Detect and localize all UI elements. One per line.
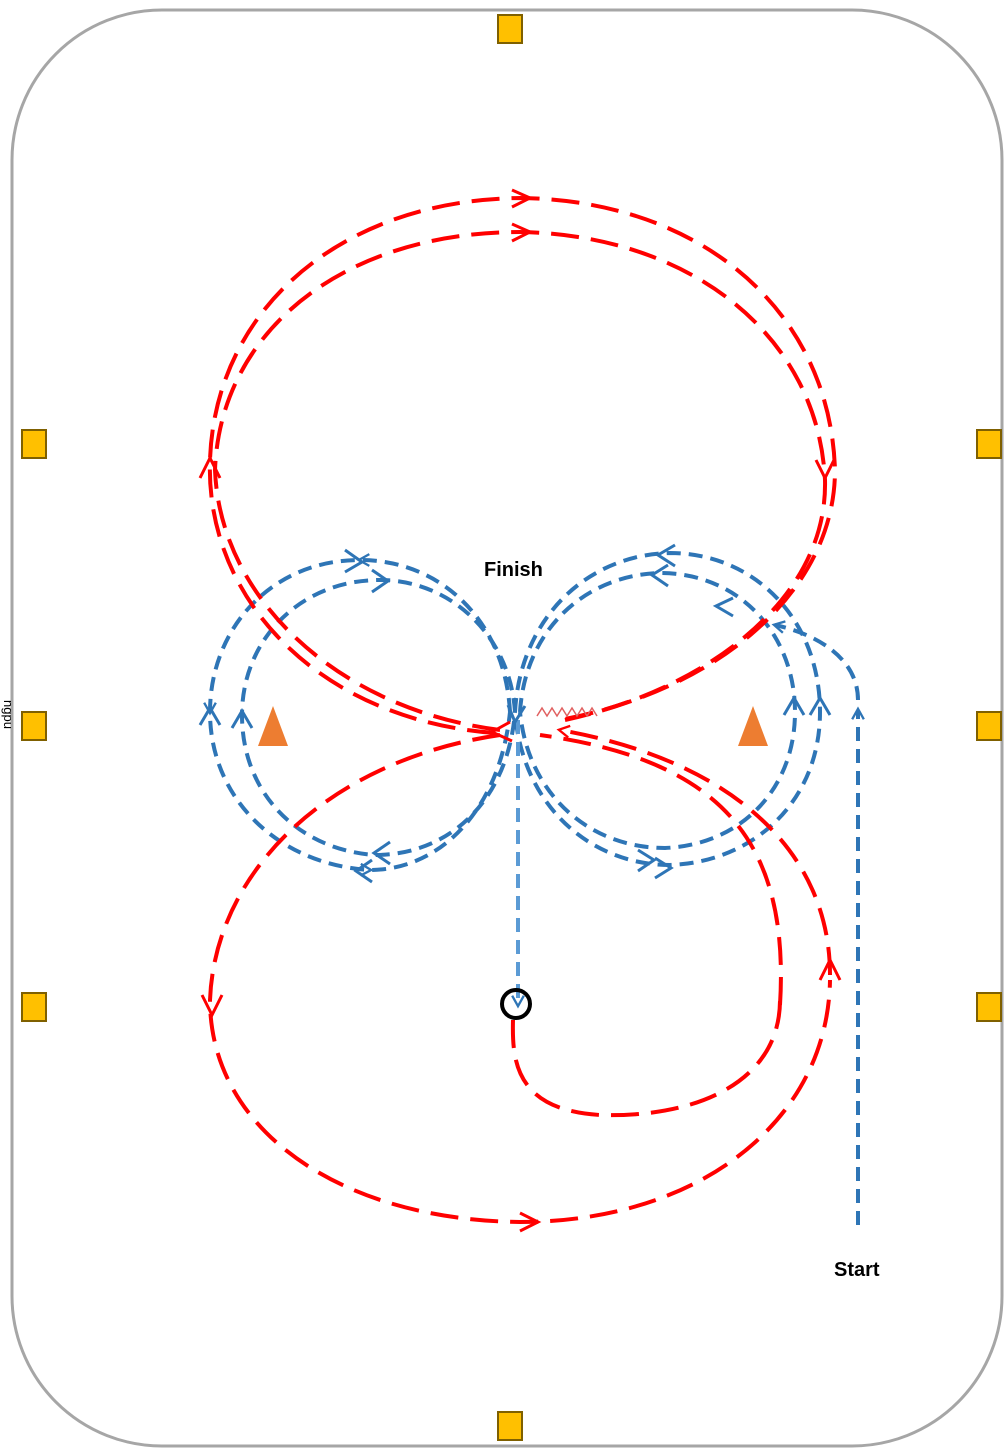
blue-path-right-outer-circle <box>513 550 823 868</box>
arrow-icon <box>198 705 222 726</box>
arrow-icon <box>230 708 254 729</box>
cone-icon <box>738 706 768 746</box>
arrow-icon <box>712 596 734 618</box>
blue-path-right-inner-circle <box>518 570 798 851</box>
square-marker-icon <box>976 429 1002 459</box>
arrow-icon <box>782 695 806 716</box>
arrow-icon <box>488 720 513 743</box>
blue-path-left-outer-circle <box>210 560 512 870</box>
red-path-inbound-right <box>560 730 832 976</box>
arrow-icon <box>506 704 527 726</box>
square-marker-icon <box>976 711 1002 741</box>
arrow-icon <box>637 848 657 873</box>
red-path-inbound-right-2 <box>539 733 783 1006</box>
arrow-icon <box>519 1211 542 1233</box>
edge-text: ngpu <box>1 700 16 729</box>
arrow-icon <box>654 856 674 880</box>
square-marker-icon <box>497 14 523 44</box>
arrow-icon <box>344 548 365 574</box>
arrow-icon <box>353 858 373 884</box>
red-paths <box>207 195 838 1225</box>
cone-icon <box>258 706 288 746</box>
arrow-icon <box>649 563 669 588</box>
arrow-icon <box>371 840 391 866</box>
arena-boundary <box>10 8 1004 1448</box>
arrow-icon <box>818 956 842 981</box>
finish-label: Finish <box>484 559 543 581</box>
letter-markers <box>21 14 1002 1441</box>
blue-path-left-inner-circle <box>239 577 517 858</box>
arrow-icon <box>198 454 222 479</box>
arrow-icon <box>655 543 676 568</box>
arrow-icon <box>200 994 224 1019</box>
square-marker-icon <box>21 992 47 1022</box>
square-marker-icon <box>21 711 47 741</box>
circle-icon <box>500 988 532 1020</box>
arrow-icon <box>808 695 832 716</box>
zigzag-icon <box>536 706 598 718</box>
blue-path-turn-in <box>775 625 860 701</box>
arrow-icon <box>371 568 391 594</box>
red-path-halt-curl <box>510 999 782 1118</box>
red-path-upper-loop-inner <box>212 229 828 732</box>
arrow-icon <box>814 459 836 482</box>
red-path-upper-loop-outer <box>207 195 838 735</box>
start-label: Start <box>834 1259 880 1281</box>
arrow-icon <box>511 222 534 243</box>
red-arrowheads <box>198 188 842 1233</box>
square-marker-icon <box>976 992 1002 1022</box>
blue-arrowheads <box>198 543 832 884</box>
blue-paths <box>210 550 860 1225</box>
arrow-icon <box>511 188 534 209</box>
red-path-lower-loop <box>207 733 832 1225</box>
square-marker-icon <box>497 1411 523 1441</box>
square-marker-icon <box>21 429 47 459</box>
